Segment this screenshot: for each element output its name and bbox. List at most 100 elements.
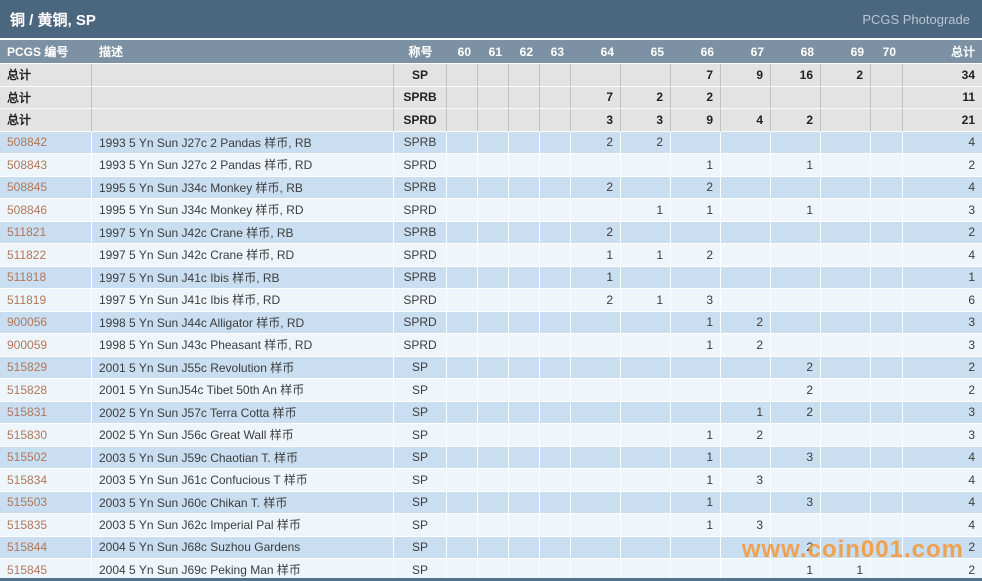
total-cell: 34 bbox=[903, 64, 982, 87]
grade-cell-68 bbox=[771, 176, 821, 199]
pcgs-number-link[interactable]: 515835 bbox=[0, 514, 92, 537]
pcgs-number-link[interactable]: 515830 bbox=[0, 424, 92, 447]
grade-cell-64 bbox=[571, 536, 621, 559]
grade-cell-63 bbox=[540, 401, 571, 424]
grade-cell-60 bbox=[447, 289, 478, 312]
grade-cell-63 bbox=[540, 266, 571, 289]
description-cell bbox=[92, 86, 394, 109]
pcgs-number-link[interactable]: 515834 bbox=[0, 469, 92, 492]
pcgs-number-link[interactable]: 511818 bbox=[0, 266, 92, 289]
total-cell: 2 bbox=[903, 154, 982, 177]
pcgs-number-link[interactable]: 515828 bbox=[0, 379, 92, 402]
grade-cell-69 bbox=[821, 266, 871, 289]
grade-cell-63 bbox=[540, 469, 571, 492]
grade-cell-61 bbox=[478, 514, 509, 537]
grade-cell-64: 1 bbox=[571, 244, 621, 267]
grade-cell-60 bbox=[447, 244, 478, 267]
pcgs-number-link[interactable]: 515503 bbox=[0, 491, 92, 514]
table-row: 511818 1997 5 Yn Sun J41c Ibis 样币, RB SPRB… bbox=[0, 266, 982, 289]
table-row: 515503 2003 5 Yn Sun J60c Chikan T. 样币 SP 1… bbox=[0, 491, 982, 514]
grade-cell-67 bbox=[721, 154, 771, 177]
grade-cell-63 bbox=[540, 131, 571, 154]
pcgs-number-link[interactable]: 515829 bbox=[0, 356, 92, 379]
grade-cell-66: 2 bbox=[671, 176, 721, 199]
grade-cell-68: 1 bbox=[771, 199, 821, 222]
table-row: 515831 2002 5 Yn Sun J57c Terra Cotta 样币 S… bbox=[0, 401, 982, 424]
grade-cell-62 bbox=[509, 131, 540, 154]
column-header-grade-70: 70 bbox=[871, 40, 903, 64]
designation-cell: SP bbox=[394, 64, 447, 87]
grade-cell-66: 1 bbox=[671, 311, 721, 334]
pcgs-number-link[interactable]: 515502 bbox=[0, 446, 92, 469]
grade-cell-63 bbox=[540, 221, 571, 244]
grade-cell-64 bbox=[571, 424, 621, 447]
pcgs-number-link[interactable]: 508842 bbox=[0, 131, 92, 154]
pcgs-number-link[interactable]: 508843 bbox=[0, 154, 92, 177]
pcgs-number-link[interactable]: 511821 bbox=[0, 221, 92, 244]
grade-cell-67 bbox=[721, 491, 771, 514]
pcgs-number-link[interactable]: 508846 bbox=[0, 199, 92, 222]
grade-cell-67 bbox=[721, 289, 771, 312]
grade-cell-60 bbox=[447, 334, 478, 357]
pcgs-number-link[interactable]: 515844 bbox=[0, 536, 92, 559]
pcgs-number-link[interactable]: 900059 bbox=[0, 334, 92, 357]
grade-cell-70 bbox=[871, 356, 903, 379]
grade-cell-70 bbox=[871, 491, 903, 514]
grade-cell-61 bbox=[478, 469, 509, 492]
grade-cell-63 bbox=[540, 379, 571, 402]
column-header-designation: 称号 bbox=[394, 40, 447, 64]
grade-cell-67: 3 bbox=[721, 514, 771, 537]
column-header-grade-67: 67 bbox=[721, 40, 771, 64]
grade-cell-63 bbox=[540, 334, 571, 357]
grade-cell-66: 2 bbox=[671, 244, 721, 267]
total-cell: 4 bbox=[903, 176, 982, 199]
designation-cell: SPRB bbox=[394, 131, 447, 154]
pcgs-number-link[interactable]: 511819 bbox=[0, 289, 92, 312]
grade-cell-61 bbox=[478, 491, 509, 514]
grade-cell-67 bbox=[721, 176, 771, 199]
grade-cell-61 bbox=[478, 154, 509, 177]
grade-cell-63 bbox=[540, 64, 571, 87]
grade-cell-68: 16 bbox=[771, 64, 821, 87]
grade-cell-65 bbox=[621, 536, 671, 559]
grade-cell-67 bbox=[721, 131, 771, 154]
grade-cell-67 bbox=[721, 446, 771, 469]
header-row: PCGS 编号 描述 称号 60 61 62 63 64 65 66 67 68 69 70 总计 bbox=[0, 40, 982, 64]
grade-cell-64 bbox=[571, 469, 621, 492]
grade-cell-62 bbox=[509, 154, 540, 177]
grade-cell-69 bbox=[821, 536, 871, 559]
description-cell: 2003 5 Yn Sun J60c Chikan T. 样币 bbox=[92, 491, 394, 514]
grade-cell-69 bbox=[821, 154, 871, 177]
total-cell: 2 bbox=[903, 379, 982, 402]
grade-cell-60 bbox=[447, 109, 478, 132]
description-cell: 2001 5 Yn Sun J55c Revolution 样币 bbox=[92, 356, 394, 379]
pcgs-number-link[interactable]: 511822 bbox=[0, 244, 92, 267]
designation-cell: SPRD bbox=[394, 109, 447, 132]
designation-cell: SPRB bbox=[394, 176, 447, 199]
grade-cell-69 bbox=[821, 311, 871, 334]
grade-cell-70 bbox=[871, 311, 903, 334]
description-cell: 1997 5 Yn Sun J41c Ibis 样币, RD bbox=[92, 289, 394, 312]
description-cell bbox=[92, 64, 394, 87]
grade-cell-67: 2 bbox=[721, 424, 771, 447]
total-cell: 4 bbox=[903, 446, 982, 469]
grade-cell-60 bbox=[447, 491, 478, 514]
grade-cell-69 bbox=[821, 356, 871, 379]
grade-cell-69 bbox=[821, 514, 871, 537]
total-cell: 4 bbox=[903, 131, 982, 154]
grade-cell-61 bbox=[478, 131, 509, 154]
column-header-grade-61: 61 bbox=[478, 40, 509, 64]
table-row: 515828 2001 5 Yn SunJ54c Tibet 50th An 样币… bbox=[0, 379, 982, 402]
pcgs-number-link[interactable]: 900056 bbox=[0, 311, 92, 334]
grade-cell-63 bbox=[540, 199, 571, 222]
grade-cell-65 bbox=[621, 491, 671, 514]
grade-cell-64 bbox=[571, 446, 621, 469]
grade-cell-62 bbox=[509, 446, 540, 469]
total-cell: 3 bbox=[903, 311, 982, 334]
grade-cell-64 bbox=[571, 491, 621, 514]
page-title: 铜 / 黄铜, SP bbox=[10, 11, 96, 29]
column-header-description: 描述 bbox=[92, 40, 394, 64]
grade-cell-64 bbox=[571, 199, 621, 222]
pcgs-number-link[interactable]: 508845 bbox=[0, 176, 92, 199]
pcgs-number-link[interactable]: 515831 bbox=[0, 401, 92, 424]
